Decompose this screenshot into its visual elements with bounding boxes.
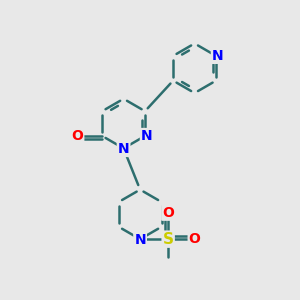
Text: N: N [118, 142, 129, 156]
Text: O: O [162, 206, 174, 220]
Text: S: S [163, 232, 174, 247]
Text: N: N [212, 49, 224, 63]
Text: O: O [189, 232, 200, 246]
Text: N: N [141, 129, 152, 143]
Text: N: N [134, 233, 146, 247]
Text: O: O [71, 129, 83, 143]
